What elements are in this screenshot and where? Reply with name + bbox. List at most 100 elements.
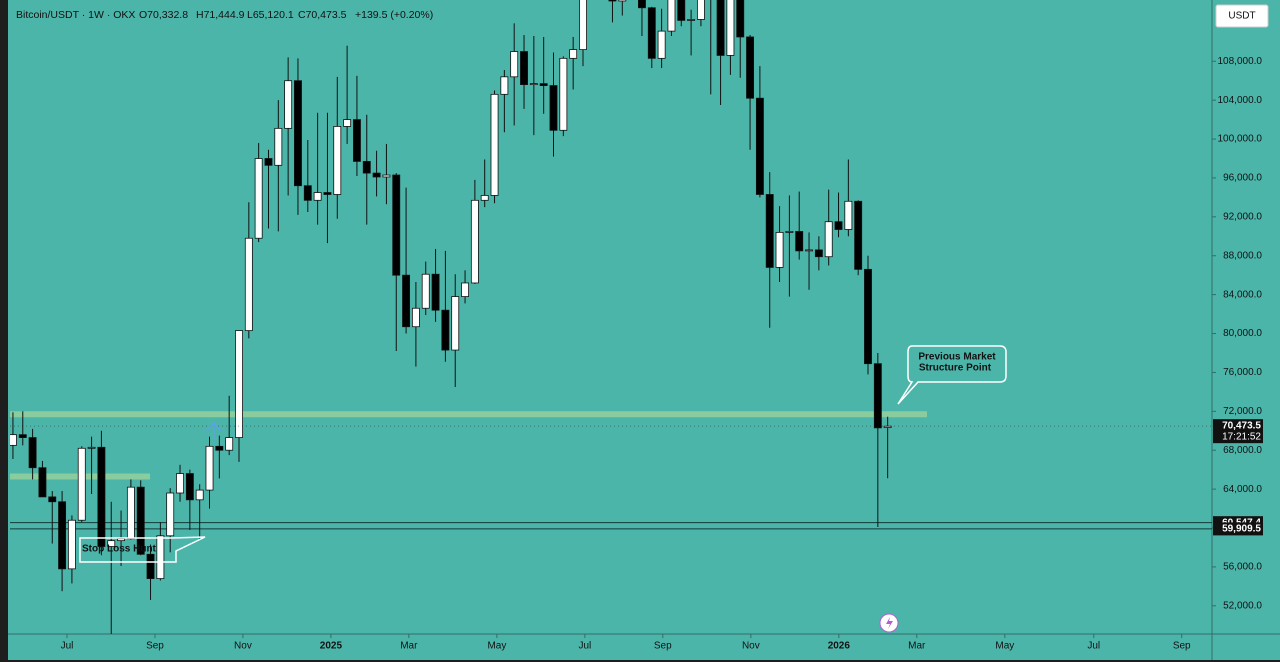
y-tick-label: 72,000.0: [1223, 406, 1262, 417]
candle-body: [215, 445, 224, 451]
candle-body: [421, 273, 430, 309]
last-price-bg: [1213, 419, 1263, 444]
candle-body: [38, 467, 47, 498]
y-tick-label: 100,000.0: [1218, 134, 1263, 145]
low-value: L65,120.1: [247, 9, 294, 21]
candle-body: [657, 30, 666, 59]
candle-body: [87, 446, 96, 449]
x-tick-label: Sep: [654, 641, 672, 652]
candle-body: [795, 231, 804, 252]
candle-body: [18, 434, 27, 438]
candle-body: [696, 0, 705, 20]
y-tick-label: 96,000.0: [1223, 173, 1262, 184]
callout-text: Previous Market: [918, 352, 996, 363]
high-value: H71,444.9: [196, 9, 245, 21]
candle-body: [264, 158, 273, 166]
y-tick-label: 80,000.0: [1223, 328, 1262, 339]
candle-body: [746, 36, 755, 99]
candle-body: [58, 501, 67, 570]
y-tick-label: 56,000.0: [1223, 562, 1262, 573]
candle-body: [529, 83, 538, 86]
countdown: 17:21:52: [1222, 431, 1261, 442]
candle-body: [156, 535, 165, 579]
candle-body: [166, 492, 175, 537]
candle-body: [775, 232, 784, 268]
candle-body: [107, 540, 116, 547]
y-tick-label: 104,000.0: [1218, 95, 1263, 106]
candle-body: [225, 437, 234, 451]
candle-body: [97, 446, 106, 547]
currency-button[interactable]: [1215, 4, 1269, 28]
candle-body: [618, 0, 627, 2]
candle-body: [785, 231, 794, 233]
candle-body: [844, 200, 853, 230]
close-value: C70,473.5: [298, 9, 347, 21]
candle-body: [313, 192, 322, 201]
candle-body: [539, 83, 548, 86]
candle-body: [470, 199, 479, 284]
candle-body: [411, 307, 420, 328]
x-tick-label: Nov: [234, 641, 252, 652]
candle-body: [854, 200, 863, 270]
candle-body: [67, 519, 76, 570]
x-tick-label: Mar: [400, 641, 418, 652]
y-tick-label: 92,000.0: [1223, 211, 1262, 222]
candle-body: [490, 93, 499, 196]
candle-body: [284, 80, 293, 129]
candle-body: [48, 496, 57, 503]
x-tick-label: Sep: [146, 641, 164, 652]
candle-body: [333, 126, 342, 195]
event-bolt: [886, 617, 893, 629]
y-tick-label: 52,000.0: [1223, 600, 1262, 611]
x-tick-label: May: [995, 641, 1014, 652]
candle-body: [726, 0, 735, 56]
x-tick-label: 2026: [828, 641, 851, 652]
candle-body: [274, 127, 283, 166]
candle-body: [579, 0, 587, 50]
candle-body: [10, 434, 17, 446]
candle-body: [451, 296, 460, 351]
candle-body: [510, 51, 519, 78]
candle-body: [883, 425, 892, 428]
y-tick-label: 68,000.0: [1223, 445, 1262, 456]
candle-body: [117, 538, 125, 542]
candle-body: [362, 161, 371, 174]
candle-body: [353, 119, 361, 162]
currency-label[interactable]: USDT: [1228, 11, 1255, 22]
candle-body: [176, 473, 184, 494]
candle-body: [431, 273, 440, 311]
y-tick-label: 76,000.0: [1223, 367, 1262, 378]
x-tick-label: Mar: [908, 641, 926, 652]
candle-body: [136, 486, 145, 555]
candle-body: [146, 553, 155, 579]
stop-loss-text: Stop Loss Hunt: [82, 544, 157, 555]
y-tick-label: 108,000.0: [1218, 56, 1263, 67]
candle-body: [520, 51, 528, 85]
candle-body: [402, 274, 411, 328]
candle-body: [667, 0, 676, 32]
candle-body: [323, 192, 332, 195]
candle-body: [864, 268, 872, 365]
candle-body: [500, 76, 509, 95]
change-value: +139.5 (+0.20%): [355, 9, 433, 21]
candle-body: [559, 57, 568, 131]
candle-body: [294, 80, 302, 187]
callout-box: [897, 345, 1007, 405]
candle-body: [195, 489, 204, 501]
stop-loss-box: [79, 536, 206, 563]
x-tick-label: Nov: [742, 641, 760, 652]
x-tick-label: Sep: [1173, 641, 1191, 652]
candle-body: [382, 174, 391, 178]
symbol: Bitcoin/USDT · 1W · OKX: [16, 9, 135, 21]
candle-body: [873, 363, 882, 429]
x-tick-label: Jul: [578, 641, 591, 652]
candle-body: [834, 221, 843, 230]
candle-body: [235, 330, 243, 438]
price-label-bg: [1213, 522, 1263, 536]
candle-body: [126, 486, 135, 540]
plot-area: [10, 0, 1212, 634]
x-tick-label: Jul: [61, 641, 74, 652]
arrow-icon: [205, 421, 223, 440]
